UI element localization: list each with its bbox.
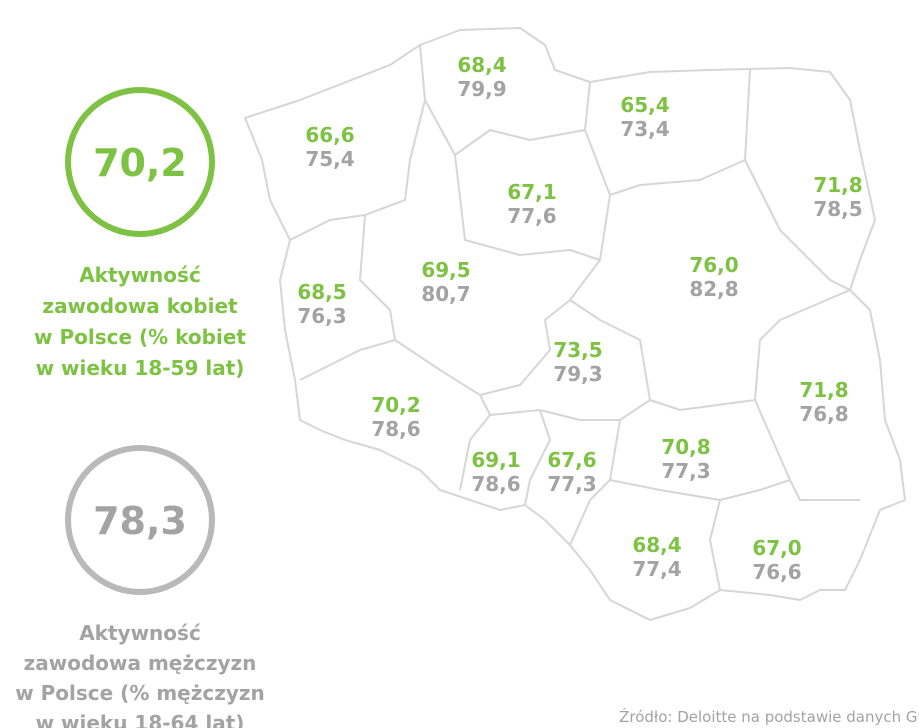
region-men: 79,9 [457, 77, 506, 101]
region-women: 66,6 [305, 123, 354, 147]
region-border [394, 259, 601, 396]
region-women: 70,8 [661, 435, 710, 459]
region-men: 77,6 [507, 204, 556, 228]
region-border [754, 399, 791, 481]
region-border [459, 394, 491, 491]
region-men: 77,3 [661, 459, 710, 483]
region-women: 76,0 [689, 253, 738, 277]
region-border [744, 159, 851, 291]
region-women: 73,5 [553, 338, 602, 362]
region-women: 67,1 [507, 180, 556, 204]
region-border [424, 81, 591, 156]
region-men: 78,6 [371, 417, 420, 441]
men-circle [65, 445, 215, 595]
region-women: 69,1 [471, 448, 520, 472]
women-value: 70,2 [93, 141, 187, 185]
region-border [454, 154, 611, 261]
region-men: 75,4 [305, 147, 354, 171]
region-men: 76,3 [297, 304, 346, 328]
region-women: 65,4 [620, 93, 669, 117]
region-women: 68,5 [297, 280, 346, 304]
region-women: 71,8 [799, 378, 848, 402]
region-border [569, 289, 851, 411]
women-circle [65, 87, 215, 237]
region-women: 69,5 [421, 258, 470, 282]
women-label: zawodowa kobiet [42, 294, 238, 318]
region-women: 70,2 [371, 393, 420, 417]
women-label: w wieku 18-59 lat) [36, 356, 245, 380]
region-men: 77,3 [547, 472, 596, 496]
region-men: 79,3 [553, 362, 602, 386]
region-border [609, 479, 860, 501]
country-outline [244, 27, 906, 621]
region-women: 67,0 [752, 536, 801, 560]
region-men: 80,7 [421, 282, 470, 306]
region-men: 82,8 [689, 277, 738, 301]
region-border [524, 409, 551, 506]
region-women: 68,4 [457, 53, 506, 77]
region-border [584, 69, 751, 196]
region-men: 77,4 [632, 557, 681, 581]
region-women: 68,4 [632, 533, 681, 557]
men-label: w Polsce (% mężczyzn [15, 681, 265, 705]
region-men: 76,8 [799, 402, 848, 426]
men-label: Aktywność [79, 621, 201, 645]
region-women: 71,8 [813, 173, 862, 197]
region-men: 76,6 [752, 560, 801, 584]
region-border [569, 419, 621, 546]
region-men: 78,5 [813, 197, 862, 221]
men-label: zawodowa mężczyzn [24, 651, 257, 675]
women-label: Aktywność [79, 263, 201, 287]
map [244, 27, 906, 621]
source: Źródło: Deloitte na podstawie danych GUS [619, 707, 919, 726]
region-men: 73,4 [620, 117, 669, 141]
women-label: w Polsce (% kobiet [34, 325, 246, 349]
men-label: w wieku 18-64 lat) [36, 711, 245, 728]
region-border [489, 399, 651, 421]
region-women: 67,6 [547, 448, 596, 472]
region-border [709, 499, 721, 591]
region-men: 78,6 [471, 472, 520, 496]
men-value: 78,3 [93, 499, 187, 543]
